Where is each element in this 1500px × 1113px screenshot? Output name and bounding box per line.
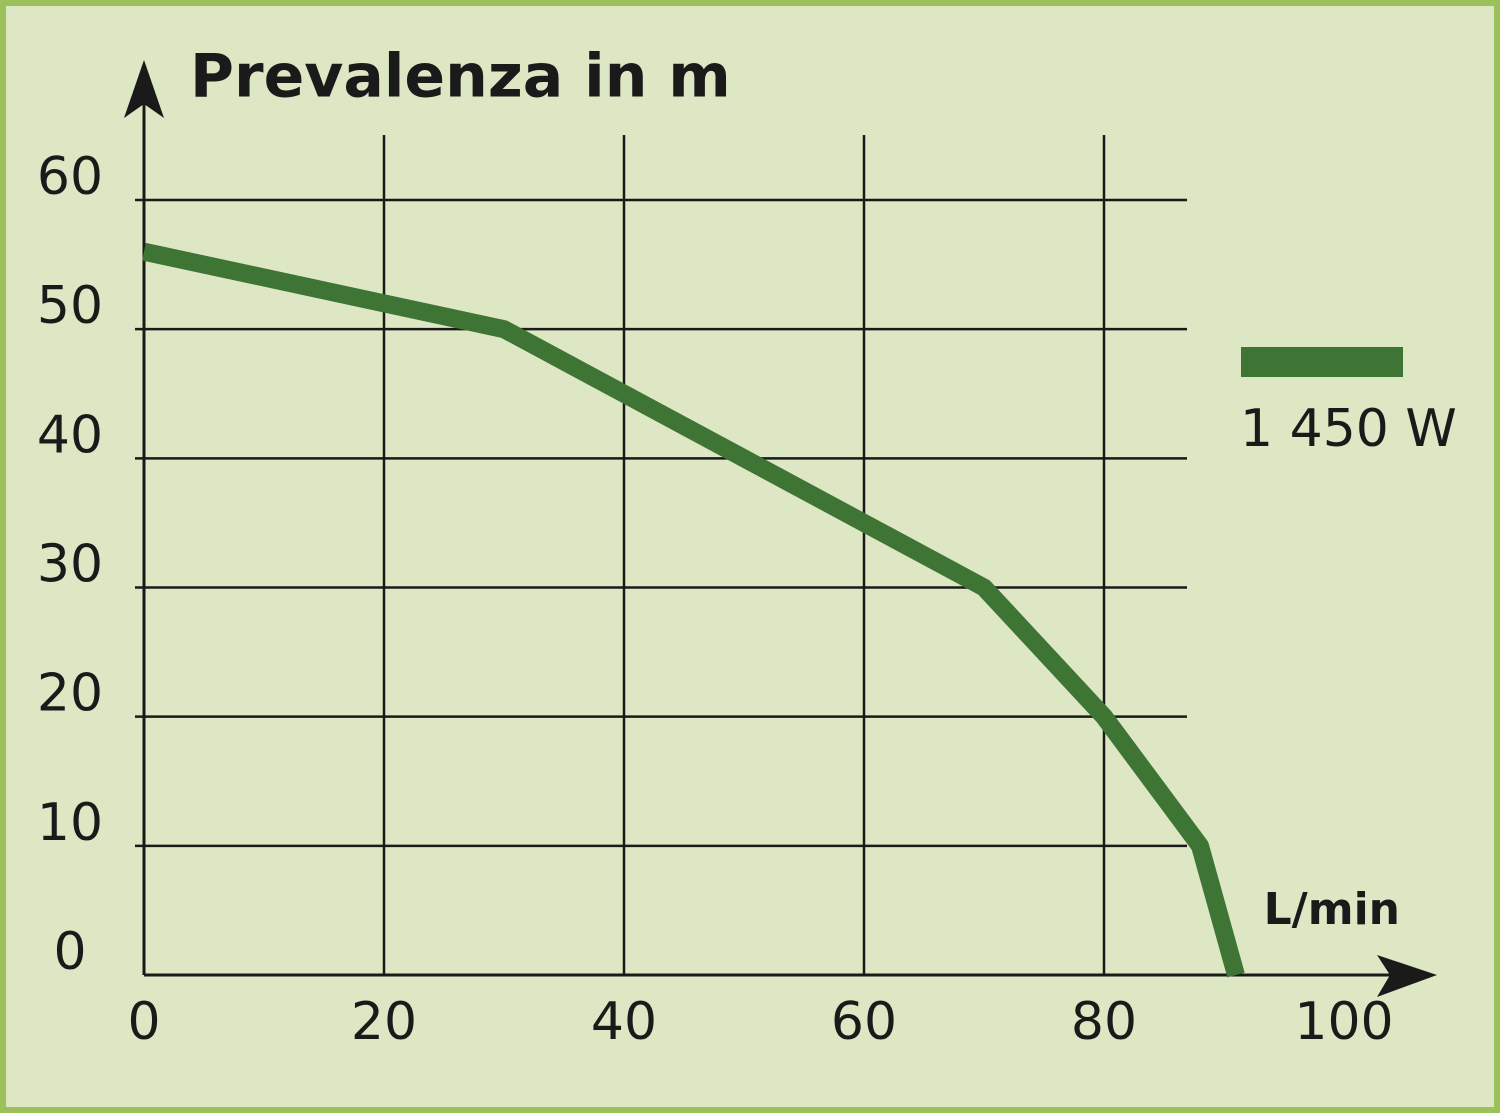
x-tick-label: 100 bbox=[1294, 992, 1393, 1052]
chart-title: Prevalenza in m bbox=[190, 42, 731, 112]
x-tick-label: 40 bbox=[591, 992, 657, 1052]
x-axis-arrow bbox=[1377, 955, 1437, 997]
x-axis-label: L/min bbox=[1264, 884, 1400, 935]
x-tick-label: 0 bbox=[127, 992, 160, 1052]
x-tick-label: 60 bbox=[831, 992, 897, 1052]
x-tick-label: 80 bbox=[1071, 992, 1137, 1052]
y-tick-label: 40 bbox=[37, 405, 103, 465]
y-tick-label: 50 bbox=[37, 276, 103, 336]
y-tick-label: 0 bbox=[53, 922, 86, 982]
y-tick-label: 10 bbox=[37, 793, 103, 853]
legend-label: 1 450 W bbox=[1240, 399, 1457, 459]
y-axis-arrow bbox=[124, 60, 164, 118]
y-tick-label: 60 bbox=[37, 147, 103, 207]
y-tick-label: 30 bbox=[37, 535, 103, 595]
y-tick-label: 20 bbox=[37, 664, 103, 724]
x-tick-label: 20 bbox=[351, 992, 417, 1052]
legend-swatch bbox=[1241, 347, 1403, 377]
data-line bbox=[142, 242, 1245, 978]
